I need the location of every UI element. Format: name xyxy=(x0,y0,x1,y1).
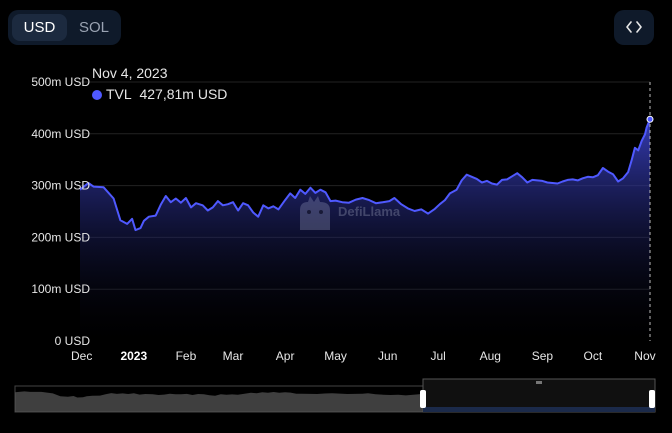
x-tick-label: Feb xyxy=(176,349,197,363)
code-brackets-icon xyxy=(626,21,642,33)
brush-selection-fill xyxy=(423,407,655,412)
chart-area-layer xyxy=(79,118,651,341)
brush-right-handle[interactable] xyxy=(649,390,655,408)
tooltip-date: Nov 4, 2023 xyxy=(92,65,168,81)
y-axis-ticks: 0 USD 100m USD 200m USD 300m USD 400m USD 500… xyxy=(31,75,90,348)
series-dot xyxy=(92,90,102,100)
brush-left-handle[interactable] xyxy=(420,390,426,408)
y-tick-label: 0 USD xyxy=(55,334,91,348)
usd-option[interactable]: USD xyxy=(12,14,67,41)
hover-point xyxy=(646,115,654,123)
x-tick-label: Oct xyxy=(583,349,602,363)
x-tick-label: Jul xyxy=(430,349,445,363)
brush-selection xyxy=(422,378,656,413)
watermark-text: DefiLlama xyxy=(338,204,401,219)
x-tick-label: Aug xyxy=(480,349,501,363)
tvl-area-fill xyxy=(80,119,650,341)
x-tick-label: Sep xyxy=(532,349,554,363)
crosshair xyxy=(646,82,654,341)
y-tick-label: 200m USD xyxy=(31,230,90,244)
y-tick-label: 300m USD xyxy=(31,179,90,193)
y-tick-label: 400m USD xyxy=(31,127,90,141)
watermark: DefiLlama xyxy=(296,196,400,237)
x-tick-label: Dec xyxy=(71,349,92,363)
range-brush xyxy=(14,378,656,413)
tooltip-row: TVL 427,81m USD xyxy=(92,86,227,102)
x-tick-label: Jun xyxy=(378,349,397,363)
y-tick-label: 100m USD xyxy=(31,282,90,296)
tooltip-series-label: TVL xyxy=(106,86,132,102)
x-tick-label: Mar xyxy=(223,349,244,363)
tooltip-value: 427,81m USD xyxy=(139,86,228,102)
x-tick-label: May xyxy=(324,349,347,363)
y-tick-label: 500m USD xyxy=(31,75,90,89)
x-tick-label: 2023 xyxy=(120,349,147,363)
x-tick-label: Apr xyxy=(276,349,295,363)
embed-button[interactable] xyxy=(614,10,654,45)
llama-logo-icon xyxy=(300,196,330,230)
x-tick-label: Nov xyxy=(634,349,655,363)
currency-toggle: USD SOL xyxy=(8,10,121,45)
tvl-series-line xyxy=(79,118,651,232)
sol-option[interactable]: SOL xyxy=(78,19,109,36)
x-axis-ticks: Dec 2023 Feb Mar Apr May Jun Jul Aug Sep Oct Nov xyxy=(71,349,656,363)
